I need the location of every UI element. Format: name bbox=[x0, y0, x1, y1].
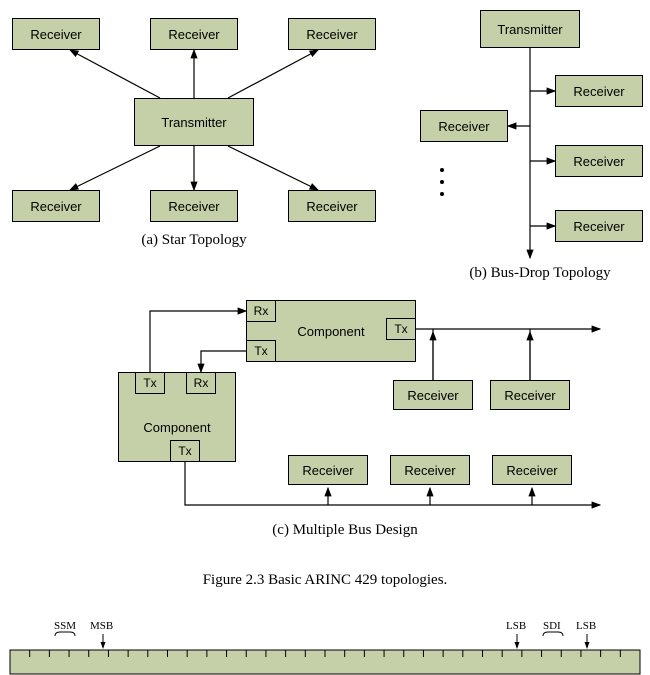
label: Component bbox=[143, 420, 210, 435]
label: Receiver bbox=[306, 27, 357, 42]
label: Tx bbox=[143, 376, 156, 390]
label: Rx bbox=[194, 376, 209, 390]
comp-left-rx: Rx bbox=[186, 372, 216, 394]
ellipsis-dot bbox=[440, 180, 444, 184]
word-label-lsb2: LSB bbox=[576, 620, 596, 632]
word-label-sdi: SDI bbox=[543, 620, 561, 632]
comp-top-tx-side: Tx bbox=[386, 318, 416, 340]
label: Component bbox=[297, 324, 364, 339]
label: Receiver bbox=[573, 84, 624, 99]
label: Receiver bbox=[168, 199, 219, 214]
multibus-rx-bot-2: Receiver bbox=[390, 455, 470, 485]
label: Transmitter bbox=[161, 115, 226, 130]
label: Receiver bbox=[168, 27, 219, 42]
multibus-rx-top-1: Receiver bbox=[393, 380, 473, 410]
figure-caption: Figure 2.3 Basic ARINC 429 topologies. bbox=[0, 572, 650, 589]
star-transmitter: Transmitter bbox=[134, 98, 254, 146]
busdrop-receiver-r1: Receiver bbox=[555, 75, 643, 107]
label: Receiver bbox=[404, 463, 455, 478]
multibus-rx-bot-3: Receiver bbox=[492, 455, 572, 485]
busdrop-receiver-r2: Receiver bbox=[555, 145, 643, 177]
word-label-lsb1: LSB bbox=[506, 620, 526, 632]
label: Receiver bbox=[504, 388, 555, 403]
star-receiver-4: Receiver bbox=[12, 190, 100, 222]
comp-left-tx2: Tx bbox=[170, 440, 200, 462]
label: Receiver bbox=[30, 27, 81, 42]
ellipsis-dot bbox=[440, 192, 444, 196]
comp-top-tx-bottom: Tx bbox=[246, 340, 276, 362]
busdrop-transmitter: Transmitter bbox=[480, 10, 580, 48]
busdrop-receiver-r3: Receiver bbox=[555, 210, 643, 242]
star-receiver-3: Receiver bbox=[288, 18, 376, 50]
label: Transmitter bbox=[497, 22, 562, 37]
label: Receiver bbox=[306, 199, 357, 214]
multibus-caption: (c) Multiple Bus Design bbox=[215, 522, 475, 539]
star-receiver-5: Receiver bbox=[150, 190, 238, 222]
star-receiver-1: Receiver bbox=[12, 18, 100, 50]
star-receiver-6: Receiver bbox=[288, 190, 376, 222]
comp-left-tx1: Tx bbox=[135, 372, 165, 394]
word-label-ssm: SSM bbox=[54, 620, 76, 632]
label: Receiver bbox=[506, 463, 557, 478]
comp-top-rx: Rx bbox=[246, 300, 276, 322]
ellipsis-dot bbox=[440, 168, 444, 172]
label: Rx bbox=[254, 304, 269, 318]
multibus-rx-top-2: Receiver bbox=[490, 380, 570, 410]
label: Receiver bbox=[30, 199, 81, 214]
label: Receiver bbox=[302, 463, 353, 478]
label: Receiver bbox=[438, 119, 489, 134]
label: Tx bbox=[178, 444, 191, 458]
label: Tx bbox=[254, 344, 267, 358]
busdrop-caption: (b) Bus-Drop Topology bbox=[430, 265, 650, 282]
label: Receiver bbox=[573, 219, 624, 234]
word-label-msb: MSB bbox=[90, 620, 113, 632]
star-receiver-2: Receiver bbox=[150, 18, 238, 50]
busdrop-receiver-left: Receiver bbox=[420, 110, 508, 142]
label: Receiver bbox=[573, 154, 624, 169]
label: Tx bbox=[394, 322, 407, 336]
label: Receiver bbox=[407, 388, 458, 403]
multibus-rx-bot-1: Receiver bbox=[288, 455, 368, 485]
star-caption: (a) Star Topology bbox=[84, 232, 304, 249]
